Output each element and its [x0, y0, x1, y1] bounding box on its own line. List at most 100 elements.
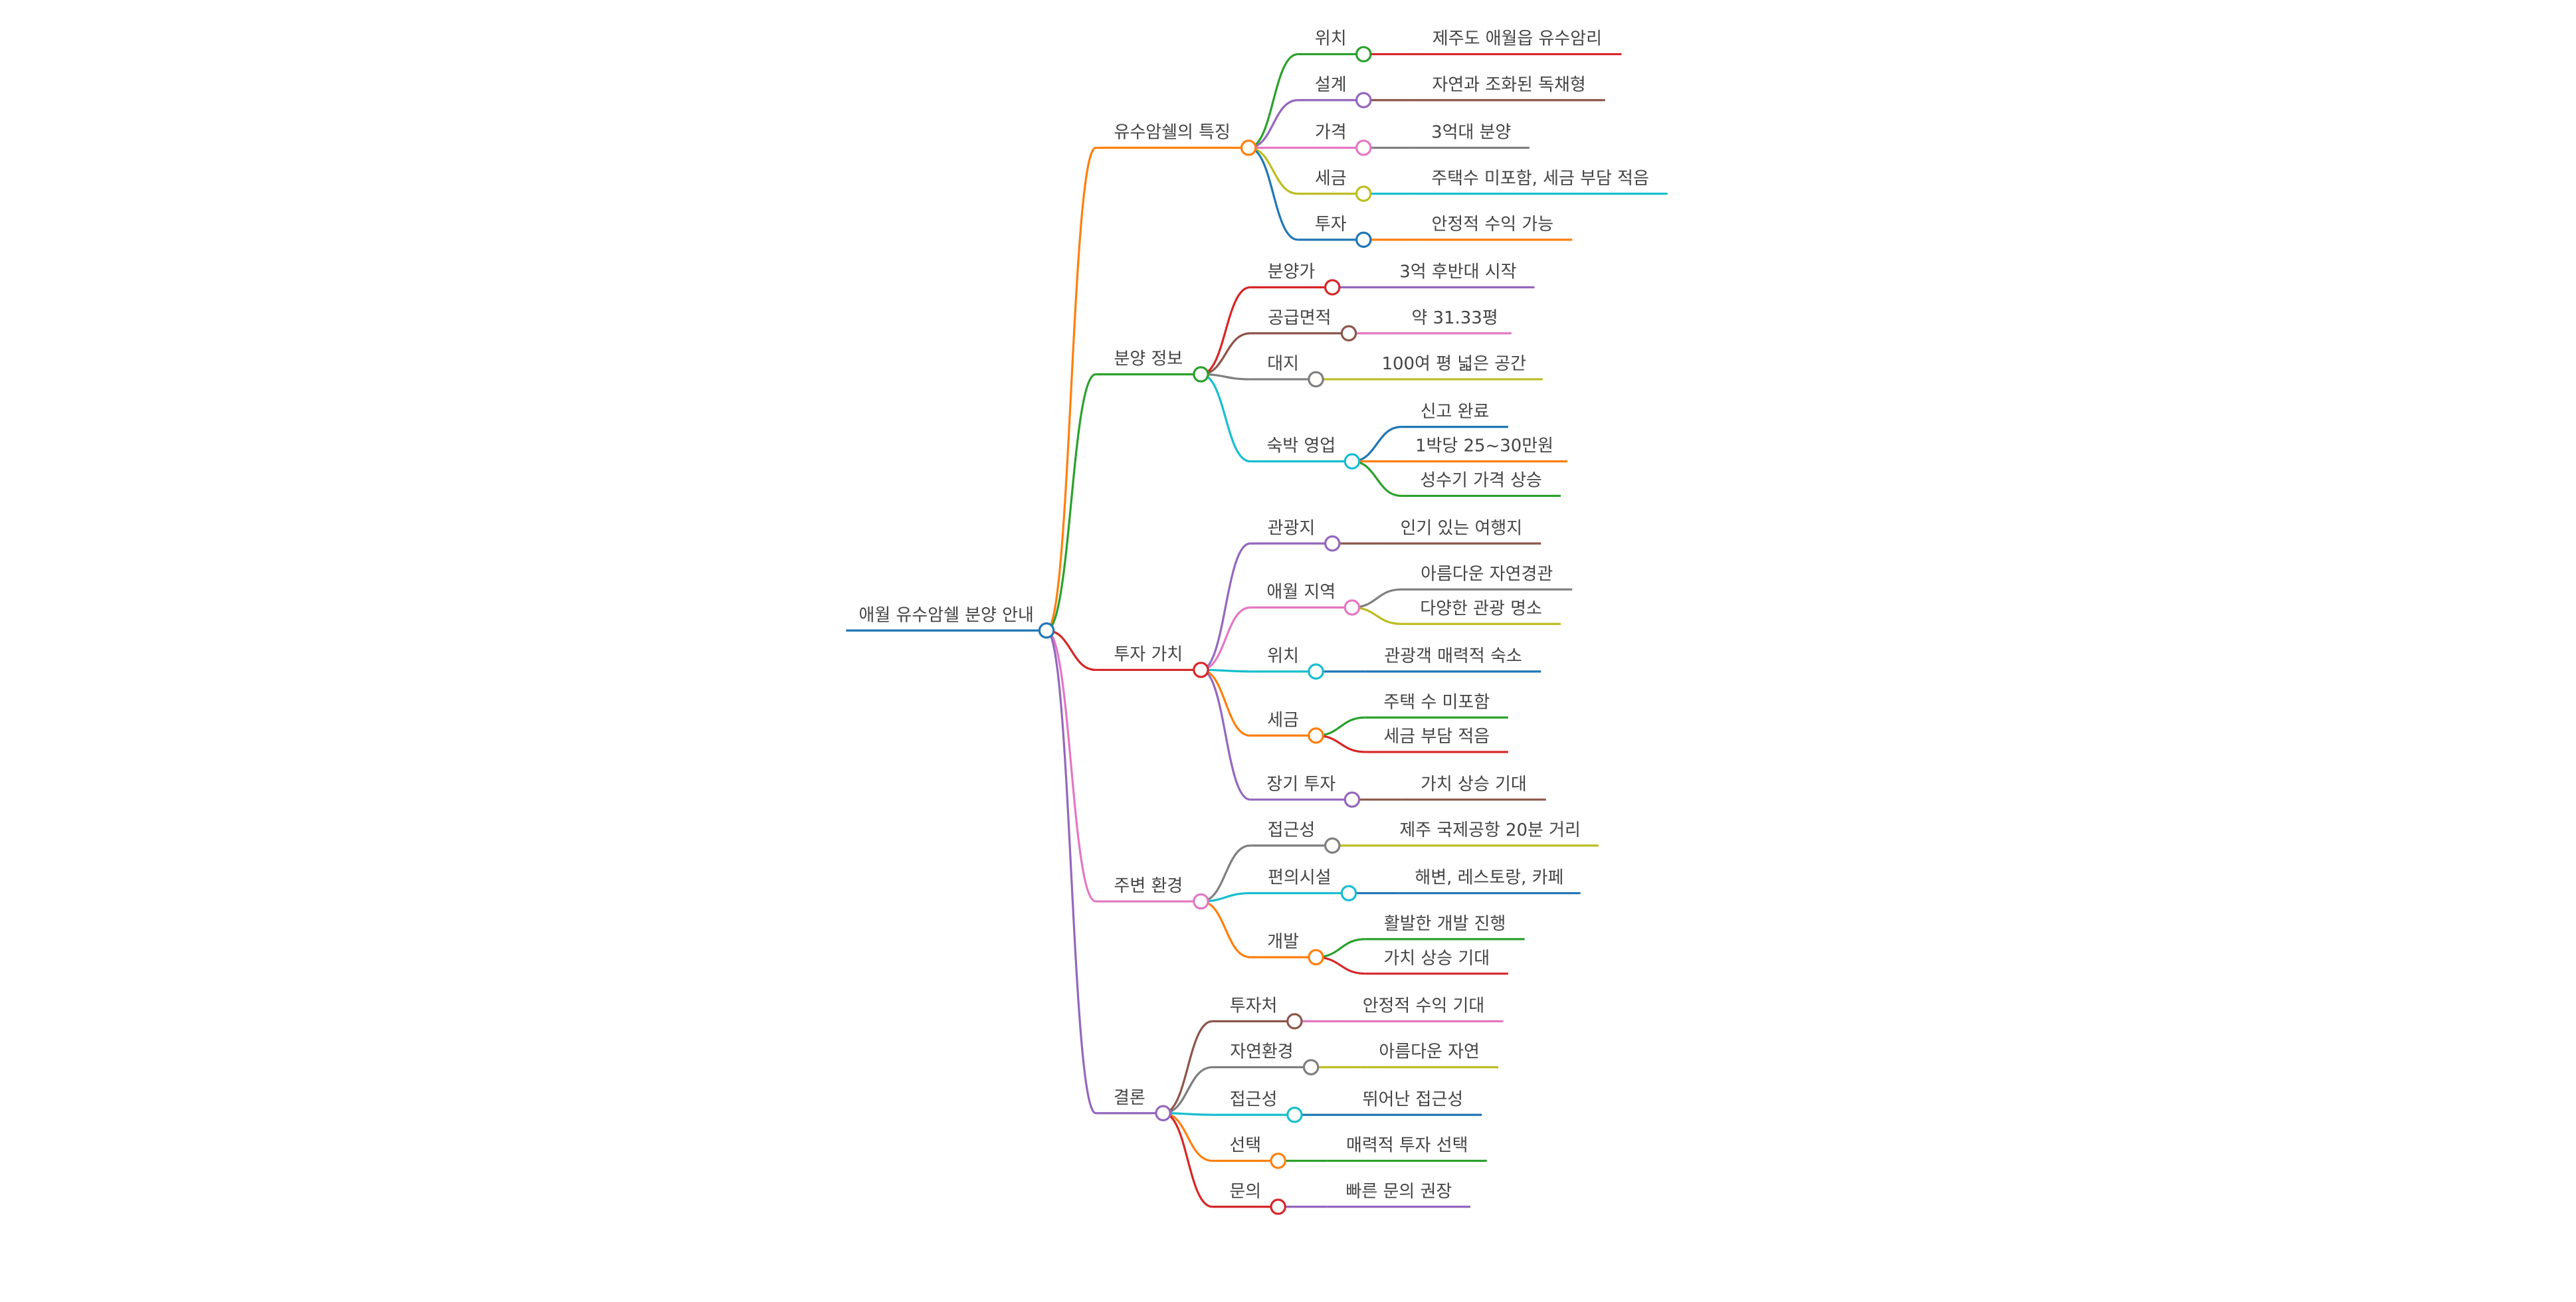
node-label: 숙박 영업 [1266, 436, 1336, 456]
node-label: 문의 [1229, 1182, 1261, 1202]
edge [1201, 668, 1250, 737]
node-label: 설계 [1315, 75, 1347, 95]
leaf-label: 활발한 개발 진행 [1384, 914, 1506, 934]
leaf-label: 다양한 관광 명소 [1420, 599, 1542, 618]
node-dot [1193, 662, 1209, 678]
node-label: 위치 [1267, 646, 1299, 666]
edge [1201, 332, 1250, 376]
node-dot [1324, 535, 1341, 552]
node-dot [1355, 231, 1372, 248]
leaf-label: 약 31.33평 [1411, 308, 1498, 328]
node-dot [1270, 1198, 1286, 1215]
node-label: 자연환경 [1230, 1042, 1293, 1062]
node-label: 관광지 [1268, 518, 1316, 538]
edge [1163, 1112, 1213, 1162]
edge [1201, 900, 1250, 959]
node-dot [1308, 371, 1324, 388]
leaf-label: 100여 평 넓은 공간 [1381, 354, 1526, 374]
node-dot [1286, 1107, 1303, 1123]
node-dot [1343, 599, 1361, 616]
node-dot [1324, 279, 1341, 296]
node-dot [1193, 366, 1209, 383]
leaf-label: 인기 있는 여행지 [1401, 518, 1523, 538]
node-label: 결론 [1114, 1088, 1145, 1108]
leaf-label: 아름다운 자연 [1379, 1042, 1479, 1062]
leaf-label: 신고 완료 [1421, 402, 1490, 422]
node-dot [1240, 140, 1257, 156]
node-dot [1308, 663, 1324, 680]
node-dot [1340, 325, 1357, 341]
node-label: 편의시설 [1268, 868, 1331, 888]
leaf-label: 해변, 레스토랑, 카페 [1415, 868, 1563, 888]
node-label: 분양가 [1268, 262, 1316, 282]
edge [1046, 629, 1097, 1115]
edge [1046, 373, 1096, 632]
leaf-label: 아름다운 자연경관 [1421, 564, 1553, 584]
leaf-label: 제주도 애월읍 유수암리 [1433, 29, 1602, 49]
node-label: 접근성 [1230, 1089, 1278, 1109]
node-label: 세금 [1267, 710, 1299, 730]
leaf-label: 제주 국제공항 20분 거리 [1399, 820, 1581, 840]
node-dot [1308, 727, 1324, 744]
edge [1248, 99, 1298, 149]
node-dot [1308, 949, 1324, 966]
edge [1201, 373, 1250, 463]
node-label: 장기 투자 [1266, 775, 1336, 794]
edge [1248, 146, 1298, 241]
node-label: 공급면적 [1268, 308, 1331, 328]
node-dot [1324, 837, 1341, 854]
node-dot [1302, 1059, 1320, 1075]
node-label: 유수암쉘의 특징 [1114, 123, 1231, 143]
edge [1046, 629, 1096, 903]
edge [1201, 606, 1250, 672]
leaf-label: 뛰어난 접근성 [1363, 1089, 1463, 1109]
layer [846, 52, 1668, 1208]
leaf-label: 1박당 25~30만원 [1415, 436, 1553, 456]
edge [1248, 146, 1298, 195]
leaf-label: 주택수 미포함, 세금 부담 적음 [1431, 169, 1649, 189]
leaf-label: 3억 후반대 시작 [1399, 262, 1516, 282]
leaf-label: 빠른 문의 권장 [1346, 1182, 1452, 1202]
leaf-label: 가치 상승 기대 [1421, 775, 1527, 794]
node-label: 투자처 [1230, 996, 1278, 1016]
edge [1201, 542, 1250, 672]
node-label: 애월 지역 [1266, 583, 1336, 603]
node-dot [1155, 1105, 1171, 1121]
edge [1163, 1112, 1213, 1208]
layer [1038, 46, 1372, 1215]
node-label: 접근성 [1268, 820, 1316, 840]
node-dot [1038, 622, 1055, 639]
node-label: 가격 [1315, 123, 1347, 143]
node-label: 투자 가치 [1114, 645, 1183, 665]
leaf-label: 안정적 수익 가능 [1432, 215, 1554, 234]
node-label: 위치 [1315, 29, 1347, 49]
node-dot [1343, 453, 1361, 470]
edge [1046, 146, 1097, 632]
node-dot [1355, 140, 1372, 156]
node-dot [1270, 1153, 1286, 1169]
node-label: 선택 [1229, 1136, 1261, 1156]
node-label: 주변 환경 [1114, 876, 1183, 896]
node-label: 개발 [1267, 932, 1299, 952]
edge [1351, 426, 1402, 463]
leaf-label: 자연과 조화된 독채형 [1432, 75, 1585, 95]
node-label: 대지 [1267, 354, 1299, 374]
node-label: 투자 [1315, 215, 1347, 234]
leaf-label: 안정적 수익 기대 [1363, 996, 1485, 1016]
node-dot [1343, 791, 1361, 808]
node-dot [1340, 885, 1357, 901]
node-label: 분양 정보 [1114, 349, 1183, 369]
leaf-label: 세금 부담 적음 [1383, 727, 1490, 747]
node-label: 세금 [1315, 169, 1347, 189]
leaf-label: 매력적 투자 선택 [1346, 1136, 1468, 1156]
node-dot [1193, 893, 1209, 910]
node-dot [1355, 46, 1372, 62]
edge [1201, 668, 1251, 801]
edge [1163, 1020, 1213, 1115]
edge [1201, 286, 1250, 376]
leaf-label: 성수기 가격 상승 [1420, 471, 1542, 491]
node-label: 애월 유수암쉘 분양 안내 [858, 605, 1033, 625]
node-dot [1355, 185, 1372, 202]
